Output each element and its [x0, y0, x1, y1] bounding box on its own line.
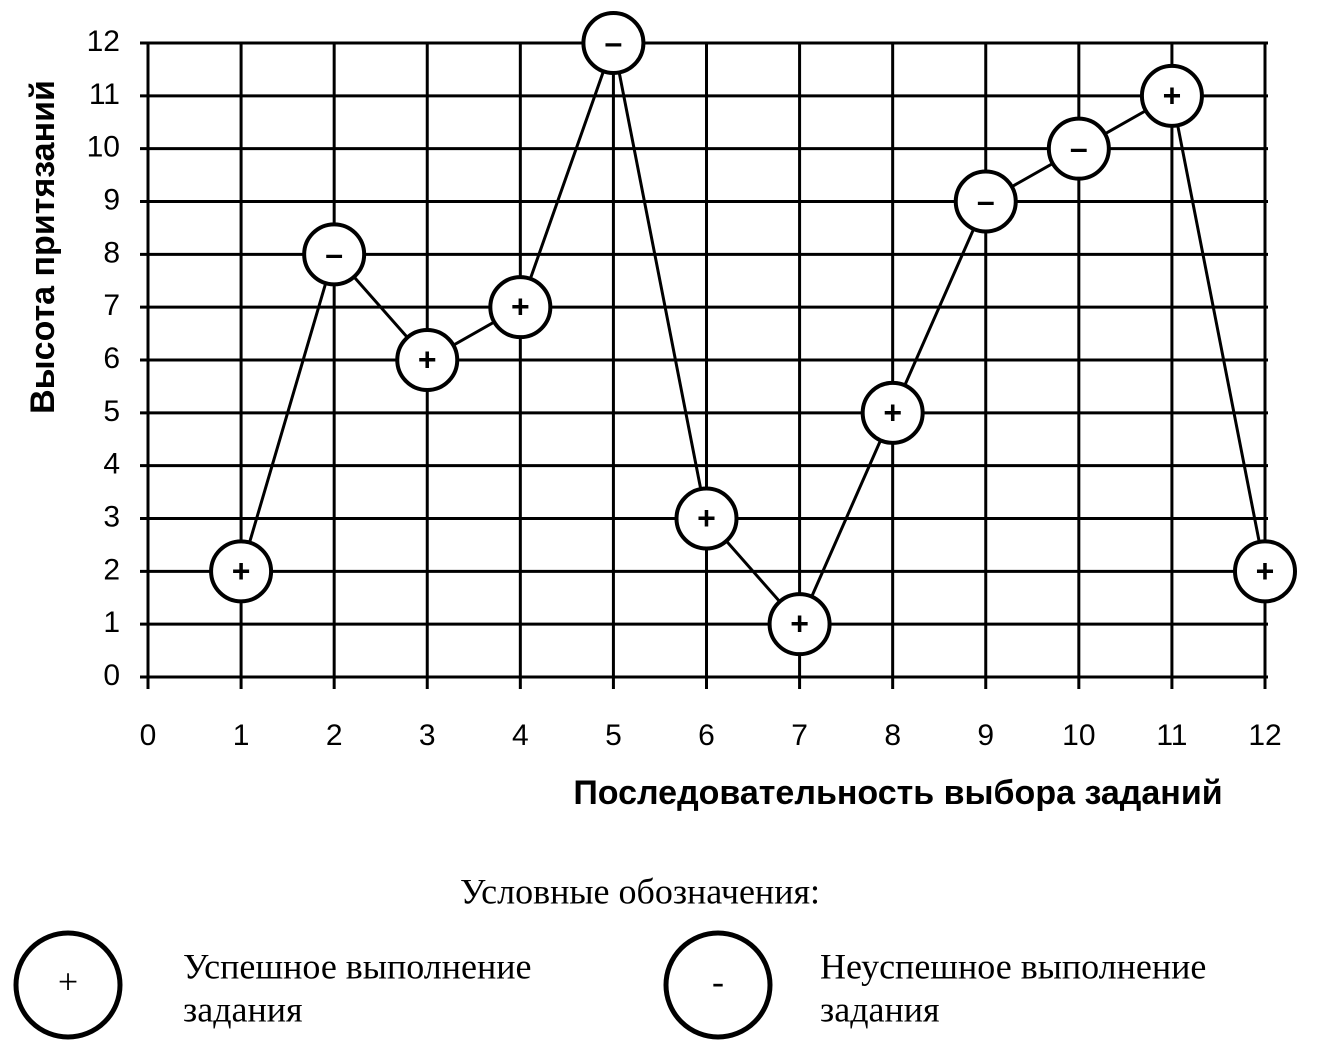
- legend-label: задания: [820, 989, 940, 1029]
- x-tick-label: 8: [884, 719, 901, 752]
- data-point: [209, 539, 274, 604]
- data-point: [581, 11, 646, 75]
- x-axis-label: Последовательность выбора заданий: [573, 774, 1222, 812]
- y-tick-label: 3: [103, 500, 120, 533]
- x-tick-label: 5: [605, 719, 622, 752]
- data-point: [1233, 539, 1297, 604]
- data-point: [860, 380, 925, 445]
- x-tick-label: 3: [419, 719, 436, 752]
- x-tick-label: 12: [1248, 719, 1281, 752]
- y-tick-label: 8: [103, 236, 120, 269]
- legend-symbol: [13, 930, 123, 1040]
- legend-symbol-label: -: [712, 961, 724, 1001]
- data-point: [302, 222, 367, 287]
- data-point: [395, 328, 460, 392]
- data-point: [767, 592, 832, 657]
- point-label: +: [883, 394, 902, 430]
- point-label: +: [697, 500, 716, 536]
- point-label: –: [977, 183, 995, 219]
- data-point: [1139, 63, 1204, 128]
- point-label: +: [1163, 77, 1182, 113]
- x-tick-label: 4: [512, 719, 529, 752]
- legend-symbol: [663, 930, 773, 1040]
- point-label: –: [1070, 130, 1088, 166]
- point-label: +: [232, 553, 251, 589]
- y-tick-label: 9: [103, 183, 120, 216]
- y-tick-label: 1: [103, 606, 120, 639]
- data-point: [953, 169, 1018, 234]
- x-tick-label: 2: [326, 719, 343, 752]
- point-label: –: [605, 24, 623, 60]
- y-axis-label: Высота притязаний: [24, 80, 62, 414]
- y-tick-label: 11: [89, 78, 120, 111]
- y-tick-label: 2: [103, 553, 120, 586]
- y-tick-label: 10: [87, 131, 120, 164]
- point-label: +: [511, 289, 530, 325]
- legend-title: Условные обозначения:: [460, 871, 820, 911]
- data-point: [488, 275, 553, 340]
- y-tick-label: 6: [103, 342, 120, 375]
- x-tick-label: 9: [977, 719, 994, 752]
- y-tick-label: 12: [87, 25, 120, 58]
- y-tick-label: 7: [103, 289, 120, 322]
- legend-label: Успешное выполнение: [183, 946, 532, 986]
- x-tick-label: 1: [233, 719, 250, 752]
- data-line: [239, 37, 1267, 627]
- data-point: [1046, 116, 1111, 181]
- legend-label: задания: [183, 989, 303, 1029]
- x-tick-label: 0: [140, 719, 157, 752]
- point-label: +: [1256, 553, 1275, 589]
- y-tick-label: 4: [103, 448, 120, 481]
- x-tick-label: 11: [1156, 719, 1187, 752]
- y-tick-label: 5: [103, 395, 120, 428]
- x-tick-label: 7: [791, 719, 808, 752]
- point-label: +: [418, 341, 437, 377]
- legend-label: Неуспешное выполнение: [820, 946, 1206, 986]
- data-point: [674, 486, 739, 551]
- x-tick-label: 6: [698, 719, 715, 752]
- y-tick-label: 0: [103, 659, 120, 692]
- point-label: +: [790, 606, 809, 642]
- x-tick-label: 10: [1062, 719, 1095, 752]
- point-label: –: [325, 236, 343, 272]
- legend-symbol-label: +: [58, 961, 78, 1001]
